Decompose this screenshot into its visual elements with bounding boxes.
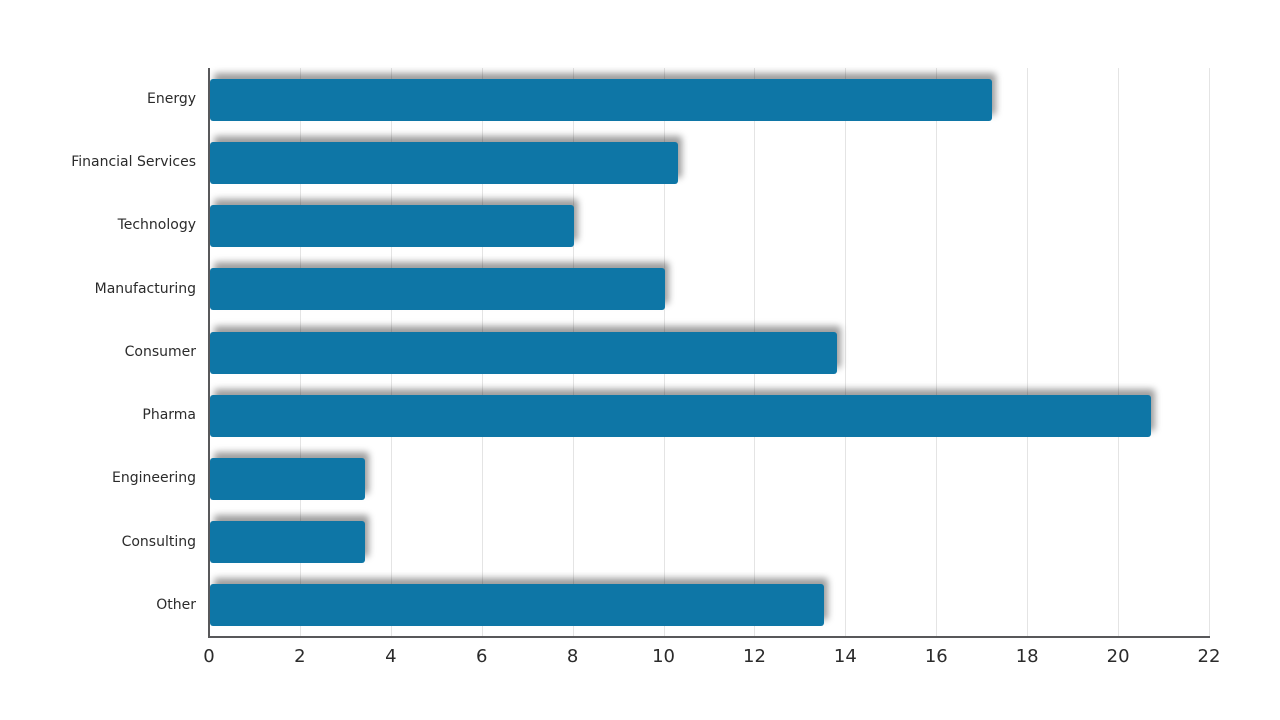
x-tick-label-6: 6	[475, 646, 488, 667]
plot-area	[209, 68, 1210, 637]
bar-consulting	[210, 521, 365, 564]
y-category-label-other: Other	[156, 596, 196, 613]
bar-energy	[210, 78, 992, 121]
x-tick-label-4: 4	[385, 646, 397, 667]
bar-engineering	[210, 457, 365, 500]
bar-consumer	[210, 331, 838, 374]
y-category-label-pharma: Pharma	[142, 407, 196, 424]
bar-manufacturing	[210, 268, 665, 311]
x-tick-label-10: 10	[652, 646, 675, 667]
x-tick-label-16: 16	[924, 646, 948, 667]
bar-technology	[210, 205, 574, 248]
bar-financial-services	[210, 141, 679, 184]
x-tick-label-14: 14	[833, 646, 857, 667]
gridline-x-18	[1027, 68, 1029, 637]
gridline-x-20	[1118, 68, 1120, 637]
y-category-label-energy: Energy	[146, 91, 196, 107]
gridline-x-22	[1209, 68, 1210, 637]
y-category-label-consulting: Consulting	[121, 533, 196, 550]
x-tick-label-20: 20	[1106, 646, 1130, 667]
gridline-x-14	[845, 68, 847, 637]
y-category-label-manufacturing: Manufacturing	[94, 280, 196, 297]
y-axis-line	[208, 68, 210, 637]
bar-other	[210, 584, 824, 627]
x-tick-label-22: 22	[1197, 646, 1221, 667]
y-category-label-technology: Technology	[117, 217, 196, 234]
gridline-x-16	[936, 68, 938, 637]
x-tick-label-0: 0	[203, 646, 215, 667]
y-category-label-engineering: Engineering	[112, 470, 196, 487]
x-tick-label-2: 2	[294, 646, 306, 667]
x-tick-label-18: 18	[1015, 646, 1039, 667]
x-axis-line	[208, 636, 1210, 638]
y-category-label-consumer: Consumer	[124, 343, 196, 360]
x-tick-label-8: 8	[566, 646, 579, 667]
bar-pharma	[210, 394, 1151, 437]
x-tick-label-12: 12	[743, 646, 766, 667]
y-category-label-financial-services: Financial Services	[71, 154, 196, 171]
